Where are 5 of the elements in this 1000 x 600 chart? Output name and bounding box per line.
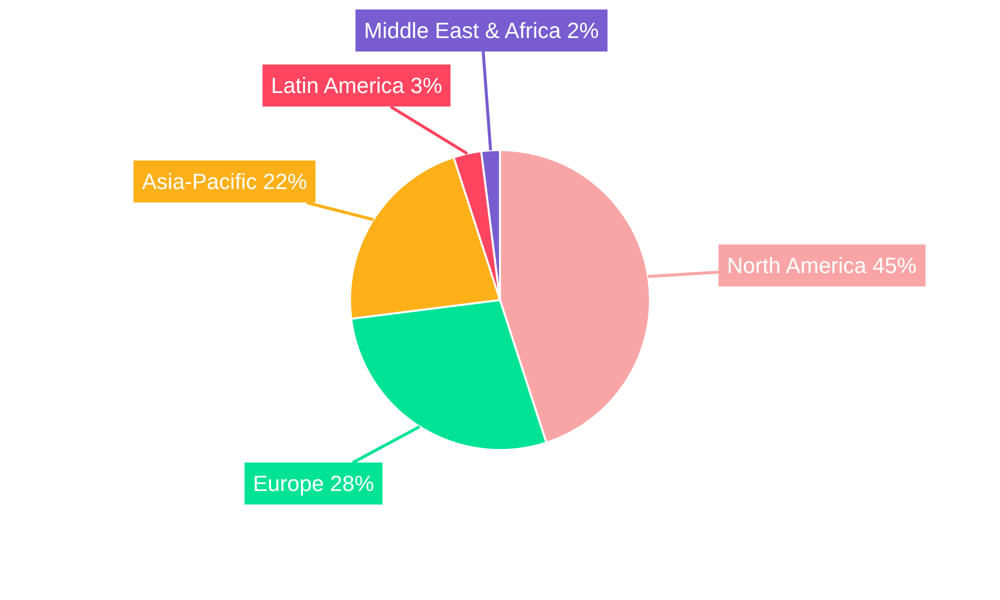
slice-label: Asia-Pacific 22% (142, 169, 308, 194)
slice-label: Middle East & Africa 2% (364, 18, 599, 43)
slice-label: North America 45% (727, 253, 917, 278)
slice-label: Latin America 3% (271, 73, 442, 98)
slice-label: Europe 28% (253, 471, 374, 496)
